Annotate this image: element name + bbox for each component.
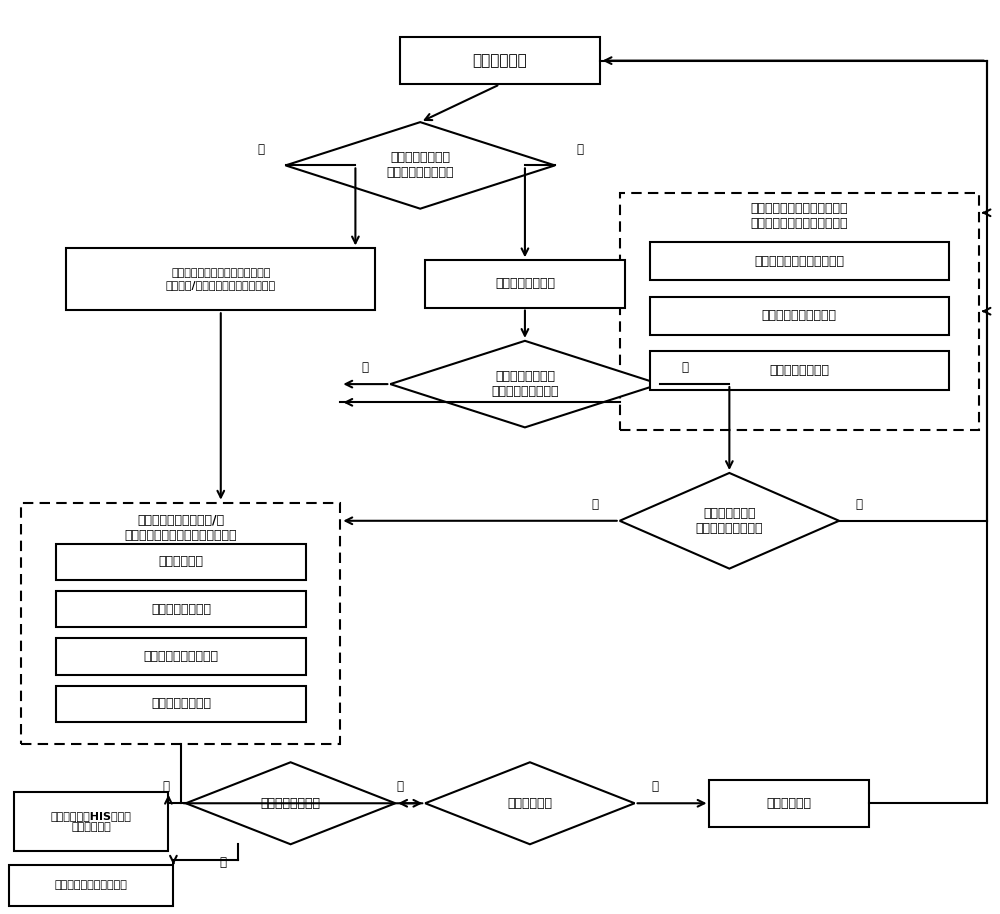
Text: 提示信息缺失生成诊疗参考: 提示信息缺失生成诊疗参考 — [754, 255, 844, 268]
Text: 生成由标准临床路径和/或
真实世界临床路径支撑的诊疗建议: 生成由标准临床路径和/或 真实世界临床路径支撑的诊疗建议 — [125, 514, 237, 542]
Polygon shape — [286, 122, 555, 208]
Text: 诊疗选项写回HIS系统，
处方实时预警: 诊疗选项写回HIS系统， 处方实时预警 — [51, 811, 132, 833]
Text: 是否采纳诊疗建议: 是否采纳诊疗建议 — [261, 797, 321, 810]
Text: 生成继续教育信息: 生成继续教育信息 — [769, 364, 829, 377]
Bar — [620, 193, 979, 430]
Text: 否: 否 — [220, 856, 227, 869]
Text: 是: 是 — [257, 143, 264, 155]
Text: 否: 否 — [651, 781, 658, 793]
Bar — [9, 865, 173, 906]
Text: 调取参数完全匹配的标准临床路径
数据簇和/或真实世界临床路径数据簇: 调取参数完全匹配的标准临床路径 数据簇和/或真实世界临床路径数据簇 — [166, 269, 276, 290]
Bar — [650, 242, 949, 281]
Bar — [425, 260, 625, 307]
Bar — [56, 638, 306, 675]
Polygon shape — [425, 762, 635, 845]
Text: 否: 否 — [856, 498, 862, 511]
Text: 判断是否有临床
路径匹配度达到阈值: 判断是否有临床 路径匹配度达到阈值 — [696, 506, 763, 535]
Bar — [66, 249, 375, 310]
Text: 生成真实世界证据支撑: 生成真实世界证据支撑 — [143, 650, 218, 663]
Bar — [400, 37, 600, 84]
Text: 判断是否存在参数
完全匹配的临床路径: 判断是否存在参数 完全匹配的临床路径 — [386, 152, 454, 179]
Bar — [56, 591, 306, 627]
Text: 生成临床证据支撑: 生成临床证据支撑 — [151, 602, 211, 616]
Text: 否: 否 — [681, 361, 688, 374]
Text: 生成诊疗建议: 生成诊疗建议 — [158, 556, 203, 569]
Bar — [56, 544, 306, 580]
Bar — [21, 503, 340, 744]
Text: 生成基于相似标准临床路径和
真实世界临床路径的诊疗参考: 生成基于相似标准临床路径和 真实世界临床路径的诊疗参考 — [750, 201, 848, 229]
Text: 是: 是 — [397, 781, 404, 793]
Text: 诊疗是否完成: 诊疗是否完成 — [507, 797, 552, 810]
Bar — [650, 351, 949, 389]
Bar — [650, 297, 949, 335]
Polygon shape — [390, 341, 660, 428]
Text: 是: 是 — [162, 781, 169, 793]
Polygon shape — [620, 473, 839, 569]
Bar — [709, 780, 869, 827]
Text: 否: 否 — [576, 143, 583, 155]
Text: 生成真实世界证据参考: 生成真实世界证据参考 — [762, 309, 837, 323]
Text: 更新患者信息: 更新患者信息 — [767, 797, 812, 810]
Text: 患者信息输入: 患者信息输入 — [473, 53, 527, 69]
Text: 是: 是 — [591, 498, 598, 511]
Text: 判断是否存在参数
完全匹配的临床路径: 判断是否存在参数 完全匹配的临床路径 — [491, 370, 559, 399]
Polygon shape — [186, 762, 395, 845]
Text: 是: 是 — [362, 361, 369, 374]
Text: 特定信息查询补充: 特定信息查询补充 — [495, 277, 555, 291]
Bar — [56, 686, 306, 722]
Bar — [14, 792, 168, 851]
Text: 生成继续教育信息: 生成继续教育信息 — [151, 697, 211, 710]
Text: 结束并记录信息优化系统: 结束并记录信息优化系统 — [55, 880, 128, 890]
